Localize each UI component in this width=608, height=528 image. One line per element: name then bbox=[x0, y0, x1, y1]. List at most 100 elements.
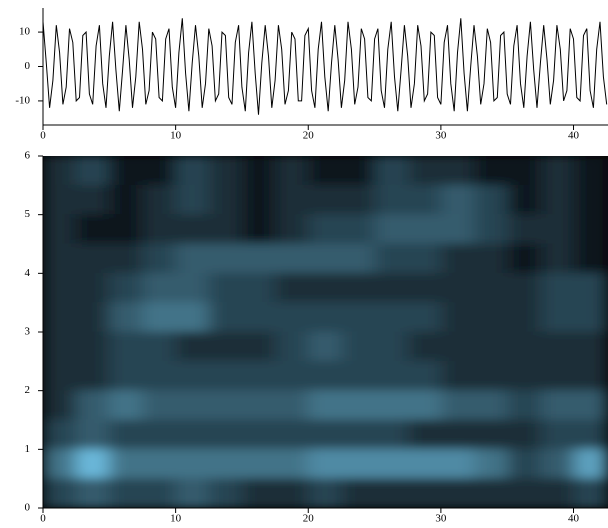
heatmap-cell bbox=[175, 390, 210, 421]
heatmap-cell bbox=[175, 184, 210, 216]
heatmap-cell bbox=[43, 478, 77, 508]
heatmap-cell bbox=[108, 360, 144, 392]
x-tick-label: 40 bbox=[568, 130, 580, 142]
heatmap-cell bbox=[408, 214, 443, 245]
heatmap-cell bbox=[541, 360, 576, 392]
heatmap-cell bbox=[507, 302, 543, 333]
heatmap-cell bbox=[175, 360, 210, 392]
heatmap-cell bbox=[441, 214, 476, 245]
signal-line bbox=[42, 18, 608, 115]
heatmap-cell bbox=[374, 390, 410, 421]
heatmap-cell bbox=[142, 302, 177, 333]
heatmap-cell bbox=[142, 184, 177, 216]
y-tick-label: 6 bbox=[25, 150, 31, 162]
heatmap-cell bbox=[474, 214, 509, 245]
heatmap-cell bbox=[507, 184, 543, 216]
heatmap-cell bbox=[75, 390, 110, 421]
heatmap-cell bbox=[208, 302, 243, 333]
heatmap-cell bbox=[441, 302, 476, 333]
heatmap-cell bbox=[541, 243, 576, 274]
heatmap-cell bbox=[341, 331, 376, 362]
heatmap-cell bbox=[108, 272, 144, 304]
heatmap-cell bbox=[208, 360, 243, 392]
heatmap-cell bbox=[275, 214, 310, 245]
heatmap-cell bbox=[574, 302, 608, 333]
heatmap-cell bbox=[275, 478, 310, 508]
heatmap-cell bbox=[241, 448, 277, 480]
heatmap-clip bbox=[43, 156, 608, 508]
heatmap-cell bbox=[208, 156, 243, 186]
y-tick-label: 0 bbox=[25, 502, 31, 514]
heatmap-cell bbox=[142, 360, 177, 392]
heatmap-cell bbox=[507, 272, 543, 304]
heatmap-cell bbox=[142, 214, 177, 245]
heatmap-cell bbox=[308, 448, 343, 480]
heatmap-cell bbox=[75, 184, 110, 216]
heatmap-cell bbox=[241, 156, 277, 186]
heatmap-cell bbox=[75, 478, 110, 508]
heatmap-cell bbox=[208, 390, 243, 421]
heatmap-cell bbox=[441, 243, 476, 274]
heatmap-cell bbox=[275, 302, 310, 333]
heatmap-cell bbox=[241, 390, 277, 421]
heatmap-cell bbox=[308, 272, 343, 304]
heatmap-cell bbox=[308, 419, 343, 450]
heatmap-cell bbox=[574, 331, 608, 362]
y-tick-label: 10 bbox=[19, 26, 31, 38]
heatmap-cell bbox=[408, 478, 443, 508]
heatmap-cell bbox=[108, 156, 144, 186]
heatmap-cell bbox=[374, 331, 410, 362]
heatmap-cell bbox=[341, 360, 376, 392]
heatmap-cell bbox=[275, 448, 310, 480]
x-tick-label: 10 bbox=[170, 130, 182, 142]
heatmap-cell bbox=[43, 243, 77, 274]
heatmap-cell bbox=[541, 478, 576, 508]
heatmap-cell bbox=[175, 156, 210, 186]
heatmap-cell bbox=[374, 184, 410, 216]
heatmap-cell bbox=[474, 156, 509, 186]
heatmap-cell bbox=[108, 214, 144, 245]
heatmap-cell bbox=[43, 214, 77, 245]
heatmap-cell bbox=[75, 419, 110, 450]
heatmap-cell bbox=[374, 302, 410, 333]
heatmap-cell bbox=[208, 184, 243, 216]
heatmap-cell bbox=[275, 272, 310, 304]
heatmap-cell bbox=[374, 419, 410, 450]
heatmap-cell bbox=[474, 302, 509, 333]
heatmap-cell bbox=[75, 331, 110, 362]
heatmap-cell bbox=[75, 302, 110, 333]
heatmap-cell bbox=[441, 156, 476, 186]
heatmap-cell bbox=[541, 272, 576, 304]
x-tick-label: 10 bbox=[170, 513, 182, 525]
heatmap-cell bbox=[507, 331, 543, 362]
heatmap-cell bbox=[341, 478, 376, 508]
heatmap-cell bbox=[374, 156, 410, 186]
x-tick-label: 0 bbox=[40, 130, 46, 142]
heatmap-cell bbox=[408, 156, 443, 186]
heatmap-cell bbox=[474, 448, 509, 480]
heatmap-cell bbox=[208, 448, 243, 480]
heatmap-cell bbox=[275, 331, 310, 362]
heatmap-cell bbox=[75, 448, 110, 480]
heatmap-cell bbox=[175, 243, 210, 274]
heatmap-cell bbox=[408, 419, 443, 450]
heatmap-cell bbox=[43, 419, 77, 450]
heatmap-cell bbox=[75, 156, 110, 186]
heatmap-cell bbox=[142, 243, 177, 274]
heatmap-cell bbox=[574, 184, 608, 216]
heatmap bbox=[43, 156, 608, 508]
heatmap-cell bbox=[108, 478, 144, 508]
heatmap-cell bbox=[241, 243, 277, 274]
heatmap-cell bbox=[43, 272, 77, 304]
heatmap-cell bbox=[574, 272, 608, 304]
heatmap-cell bbox=[308, 156, 343, 186]
heatmap-cell bbox=[308, 302, 343, 333]
heatmap-cell bbox=[241, 184, 277, 216]
heatmap-cell bbox=[441, 184, 476, 216]
heatmap-cell bbox=[208, 478, 243, 508]
heatmap-cell bbox=[474, 272, 509, 304]
heatmap-cell bbox=[241, 302, 277, 333]
heatmap-cell bbox=[441, 478, 476, 508]
heatmap-cell bbox=[275, 390, 310, 421]
heatmap-cell bbox=[108, 419, 144, 450]
